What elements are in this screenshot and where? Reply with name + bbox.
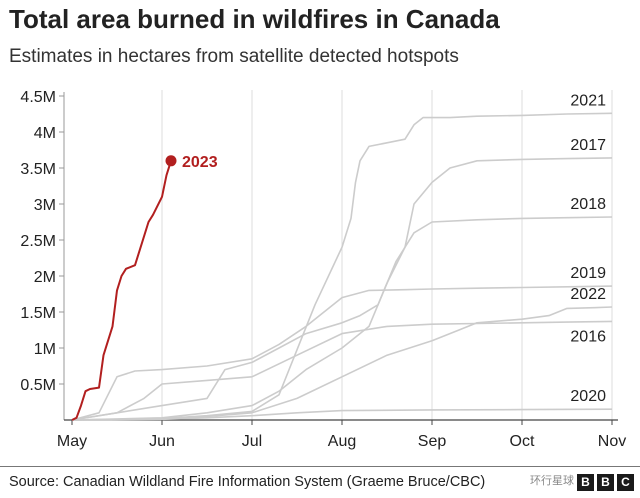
bbc-logo-b1: B [577,474,594,491]
y-tick-label: 3.5M [20,161,56,178]
series-endpoint-2023 [165,155,177,167]
watermark: 环行星球 [530,475,574,487]
footer-divider [0,466,640,467]
x-tick-label: Jul [242,433,262,450]
chart-title: Total area burned in wildfires in Canada [9,4,500,34]
series-label-2021: 2021 [570,92,606,109]
series-label-2016: 2016 [570,328,606,345]
y-tick-label: 2.5M [20,233,56,250]
series-labels: 2021 2017 2018 2019 2022 2016 2020 2023 [182,92,606,405]
series-line-2016 [71,320,613,421]
x-tick-label: Nov [598,433,626,450]
series-label-2017: 2017 [570,137,606,154]
y-tick-label: 1M [34,341,56,358]
bbc-logo-b2: B [597,474,614,491]
x-axis: May Jun Jul Aug Sep Oct Nov [57,419,626,450]
series-lines [71,112,613,421]
series-line-2021 [71,112,613,421]
x-tick-label: Jun [149,433,175,450]
y-tick-label: 0.5M [20,377,56,394]
y-axis: 0.5M 1M 1.5M 2M 2.5M 3M 3.5M 4M 4.5M [20,89,65,420]
series-label-2023: 2023 [182,154,218,171]
source-note: Source: Canadian Wildland Fire Informati… [9,474,486,490]
series-label-2019: 2019 [570,265,606,282]
y-tick-label: 3M [34,197,56,214]
x-tick-label: Sep [418,433,447,450]
series-line-2020 [71,408,613,421]
series-line-2022 [71,306,613,421]
gridlines [161,90,613,420]
series-line-2018 [71,216,613,421]
y-tick-label: 1.5M [20,305,56,322]
series-label-2020: 2020 [570,388,606,405]
y-tick-label: 2M [34,269,56,286]
line-chart: 0.5M 1M 1.5M 2M 2.5M 3M 3.5M 4M 4.5M May Jun Jul Au… [20,89,626,450]
chart-subtitle: Estimates in hectares from satellite det… [9,46,459,67]
bbc-logo-c: C [617,474,634,491]
series-line-2019 [71,285,613,421]
series-label-2018: 2018 [570,196,606,213]
x-tick-label: Oct [510,433,535,450]
x-tick-label: May [57,433,87,450]
x-tick-label: Aug [328,433,356,450]
series-label-2022: 2022 [570,286,606,303]
series-line-2023 [71,160,172,421]
y-tick-label: 4M [34,125,56,142]
y-tick-label: 4.5M [20,89,56,106]
